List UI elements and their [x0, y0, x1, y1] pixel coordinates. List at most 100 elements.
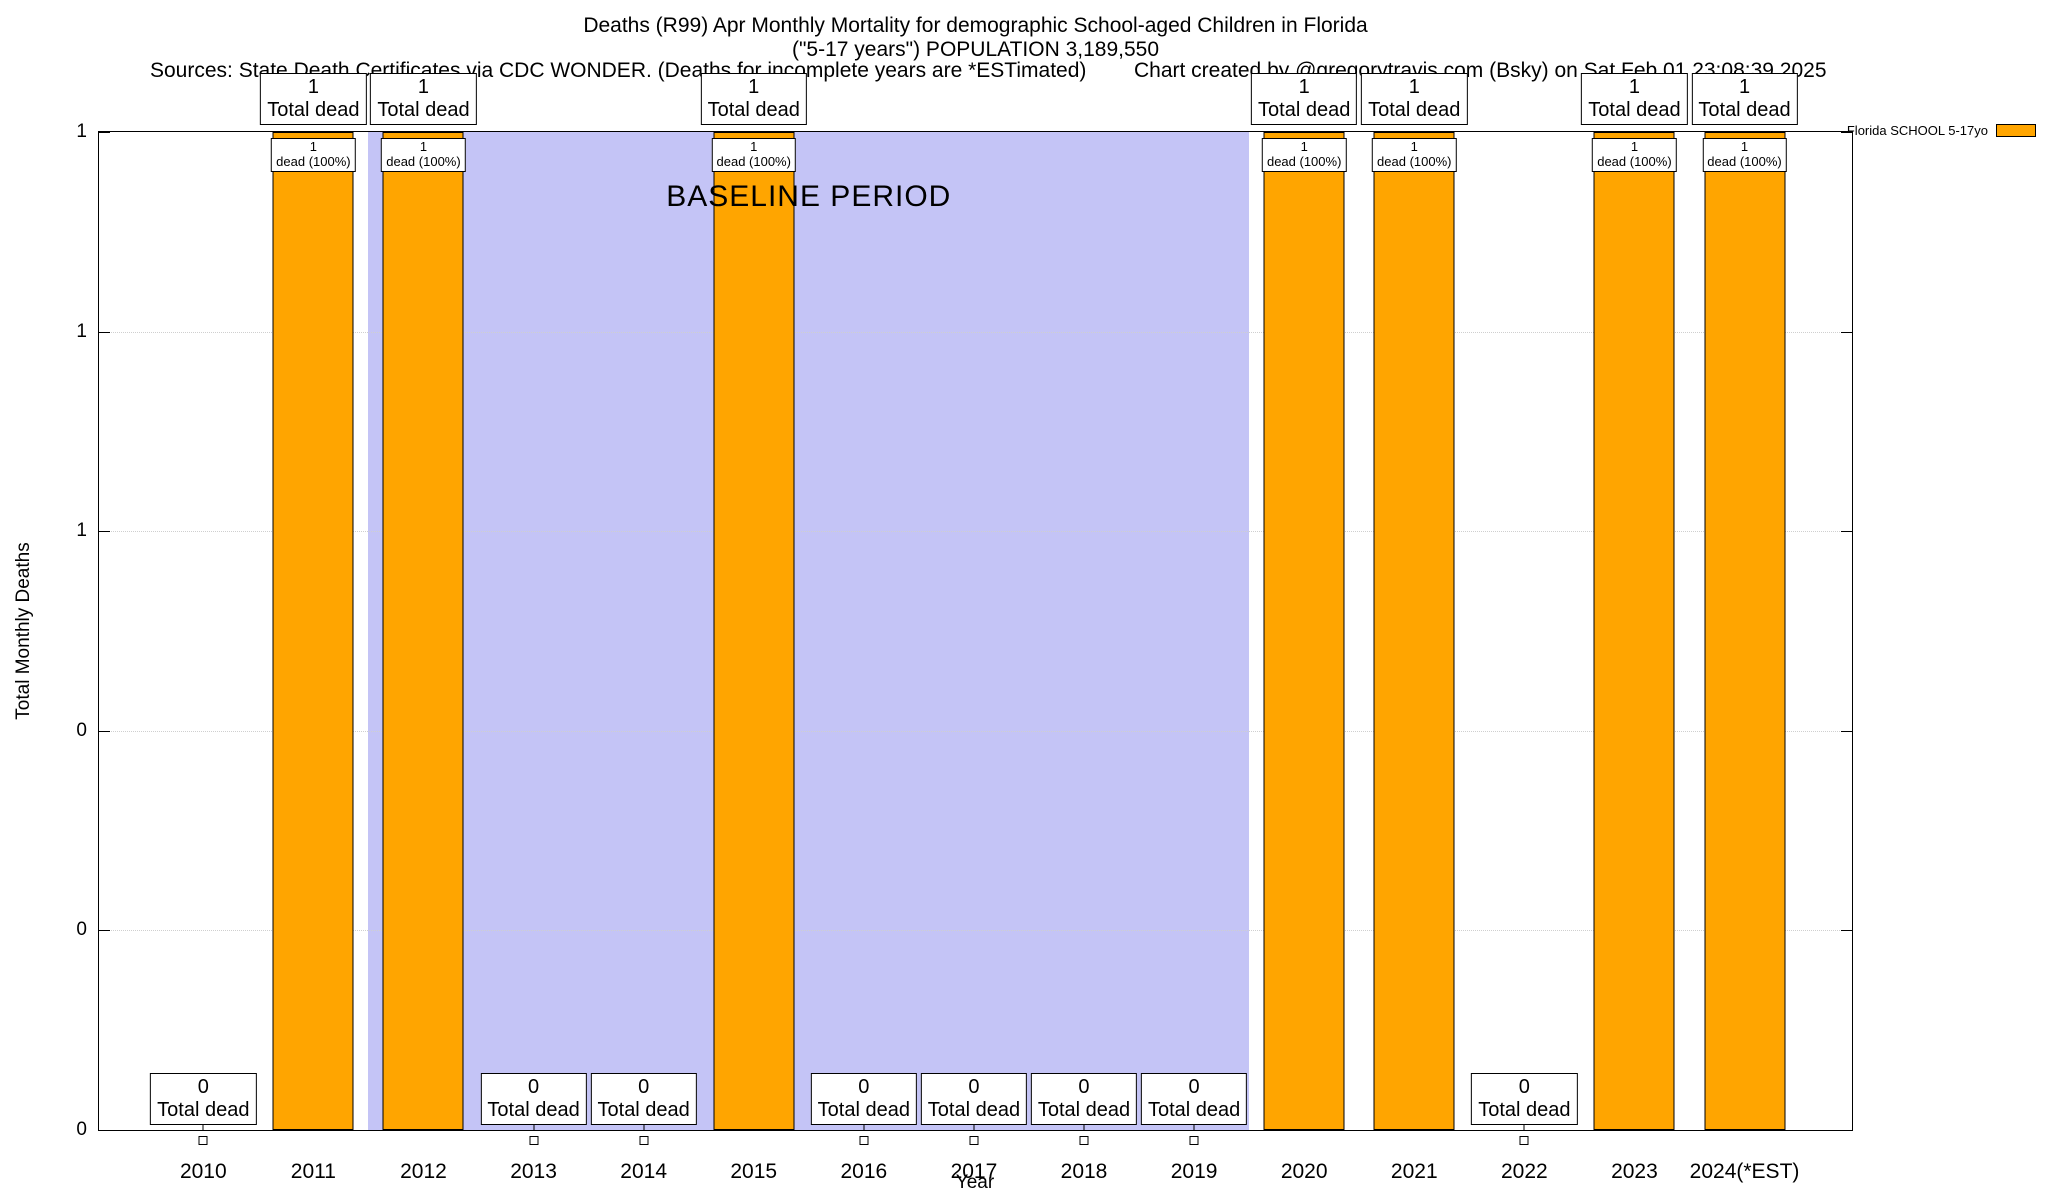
box-line: Total dead — [1258, 99, 1351, 121]
y-tick-mark — [99, 531, 110, 533]
bar — [1593, 132, 1675, 1130]
y-tick-mark — [99, 1130, 110, 1131]
x-tick-mark — [973, 1121, 975, 1130]
box-line: 1 — [750, 139, 758, 154]
dead-pct-box: 1 dead (100%) — [381, 138, 466, 172]
dead-pct-box: 1 dead (100%) — [1592, 138, 1677, 172]
box-line: 1 — [419, 139, 428, 154]
box-line: 1 — [307, 76, 319, 98]
x-tick-mark — [1193, 1121, 1195, 1130]
box-line: 0 — [527, 1076, 540, 1098]
box-line: dead (100%) — [1266, 153, 1342, 169]
y-tick-mark — [1841, 1130, 1852, 1131]
box-line: Total dead — [707, 99, 800, 121]
zero-total-box: 0 Total dead — [480, 1073, 587, 1125]
x-axis-label: Year — [955, 1172, 995, 1193]
zero-total-box: 0 Total dead — [1471, 1073, 1578, 1125]
chart-subtitle: ("5-17 years") POPULATION 3,189,550 — [791, 38, 1159, 61]
baseline-band — [368, 132, 1250, 1130]
box-line: Total dead — [597, 1099, 690, 1121]
box-line: 1 — [1628, 76, 1640, 98]
chart-title: Deaths (R99) Apr Monthly Mortality for d… — [583, 14, 1368, 37]
bar — [272, 132, 354, 1130]
zero-total-box: 0 Total dead — [920, 1073, 1028, 1125]
y-tick-mark — [99, 930, 110, 932]
total-dead-box: 1 Total dead — [1361, 73, 1468, 125]
box-line: dead (100%) — [1597, 153, 1672, 169]
x-tick-label: 2024(*EST) — [1689, 1160, 1800, 1183]
zero-total-box: 0 Total dead — [1030, 1073, 1138, 1125]
plot-area: BASELINE PERIOD 1 1 1 0 0 0 2010 0 Total dead 201… — [76, 73, 1853, 1183]
y-tick-label: 1 — [76, 520, 87, 542]
y-tick-mark — [1841, 132, 1852, 133]
zero-point-marker — [1079, 1136, 1089, 1145]
total-dead-box: 1 Total dead — [1581, 73, 1688, 125]
y-tick-mark — [1841, 730, 1852, 732]
dead-pct-box: 1 dead (100%) — [1702, 138, 1787, 172]
y-grid-line — [99, 930, 1852, 932]
zero-point-marker — [639, 1136, 649, 1145]
baseline-label: BASELINE PERIOD — [666, 180, 952, 213]
x-tick-label: 2014 — [620, 1160, 668, 1183]
x-tick-label: 2012 — [400, 1160, 447, 1183]
x-tick-label: 2018 — [1060, 1160, 1108, 1183]
box-line: Total dead — [267, 99, 360, 121]
y-tick-label: 1 — [76, 320, 87, 342]
y-tick-mark — [1841, 531, 1852, 533]
box-line: Total dead — [1147, 1099, 1241, 1121]
box-line: 0 — [1188, 1076, 1200, 1098]
box-line: 1 — [1740, 139, 1749, 154]
zero-point-marker — [198, 1136, 208, 1145]
y-grid-line — [99, 331, 1852, 333]
zero-total-box: 0 Total dead — [810, 1073, 917, 1125]
dead-pct-box: 1 dead (100%) — [1372, 138, 1457, 172]
legend-swatch-icon — [1996, 124, 2036, 137]
y-tick-mark — [1841, 930, 1852, 932]
y-tick-label: 0 — [76, 719, 87, 741]
y-axis-label: Total Monthly Deaths — [13, 542, 34, 720]
x-tick-label: 2015 — [730, 1160, 778, 1183]
box-line: Total dead — [487, 1099, 580, 1121]
box-line: 1 — [1300, 139, 1308, 154]
x-tick-mark — [202, 1121, 204, 1130]
y-tick-mark — [99, 132, 110, 133]
total-dead-box: 1 Total dead — [700, 73, 807, 125]
box-line: Total dead — [817, 1099, 910, 1121]
x-tick-mark — [863, 1121, 865, 1130]
box-line: dead (100%) — [1377, 153, 1452, 169]
box-line: Total dead — [1588, 99, 1681, 121]
y-grid-line — [99, 730, 1852, 732]
total-dead-box: 1 Total dead — [260, 73, 367, 125]
x-tick-mark — [643, 1121, 645, 1130]
box-line: Total dead — [927, 1099, 1021, 1121]
zero-total-box: 0 Total dead — [590, 1073, 697, 1125]
y-tick-mark — [99, 730, 110, 732]
total-dead-box: 1 Total dead — [1251, 73, 1358, 125]
box-line: 0 — [638, 1076, 650, 1098]
x-tick-mark — [1083, 1121, 1085, 1130]
total-dead-box: 1 Total dead — [1691, 73, 1798, 125]
zero-point-marker — [1189, 1136, 1199, 1145]
x-tick-label: 2020 — [1280, 1160, 1328, 1183]
bar — [713, 132, 795, 1130]
box-line: 0 — [197, 1076, 209, 1098]
x-tick-mark — [533, 1121, 535, 1130]
box-line: Total dead — [377, 99, 470, 121]
y-tick-label: 0 — [76, 919, 87, 941]
y-tick-mark — [1841, 331, 1852, 333]
box-line: 1 — [1408, 76, 1420, 98]
box-line: dead (100%) — [276, 153, 351, 169]
box-line: Total dead — [157, 1099, 250, 1121]
y-tick-label: 0 — [76, 1119, 87, 1140]
x-tick-label: 2011 — [290, 1160, 336, 1183]
bar — [1704, 132, 1786, 1130]
legend-label: Florida SCHOOL 5-17yo — [1846, 123, 1988, 138]
zero-total-box: 0 Total dead — [150, 1073, 257, 1125]
bar — [1373, 132, 1455, 1130]
box-line: 1 — [1630, 139, 1639, 154]
box-line: Total dead — [1478, 1099, 1571, 1121]
x-tick-label: 2022 — [1501, 1160, 1548, 1183]
zero-point-marker — [1519, 1136, 1529, 1145]
bar — [1263, 132, 1345, 1130]
box-line: 0 — [1518, 1076, 1530, 1098]
